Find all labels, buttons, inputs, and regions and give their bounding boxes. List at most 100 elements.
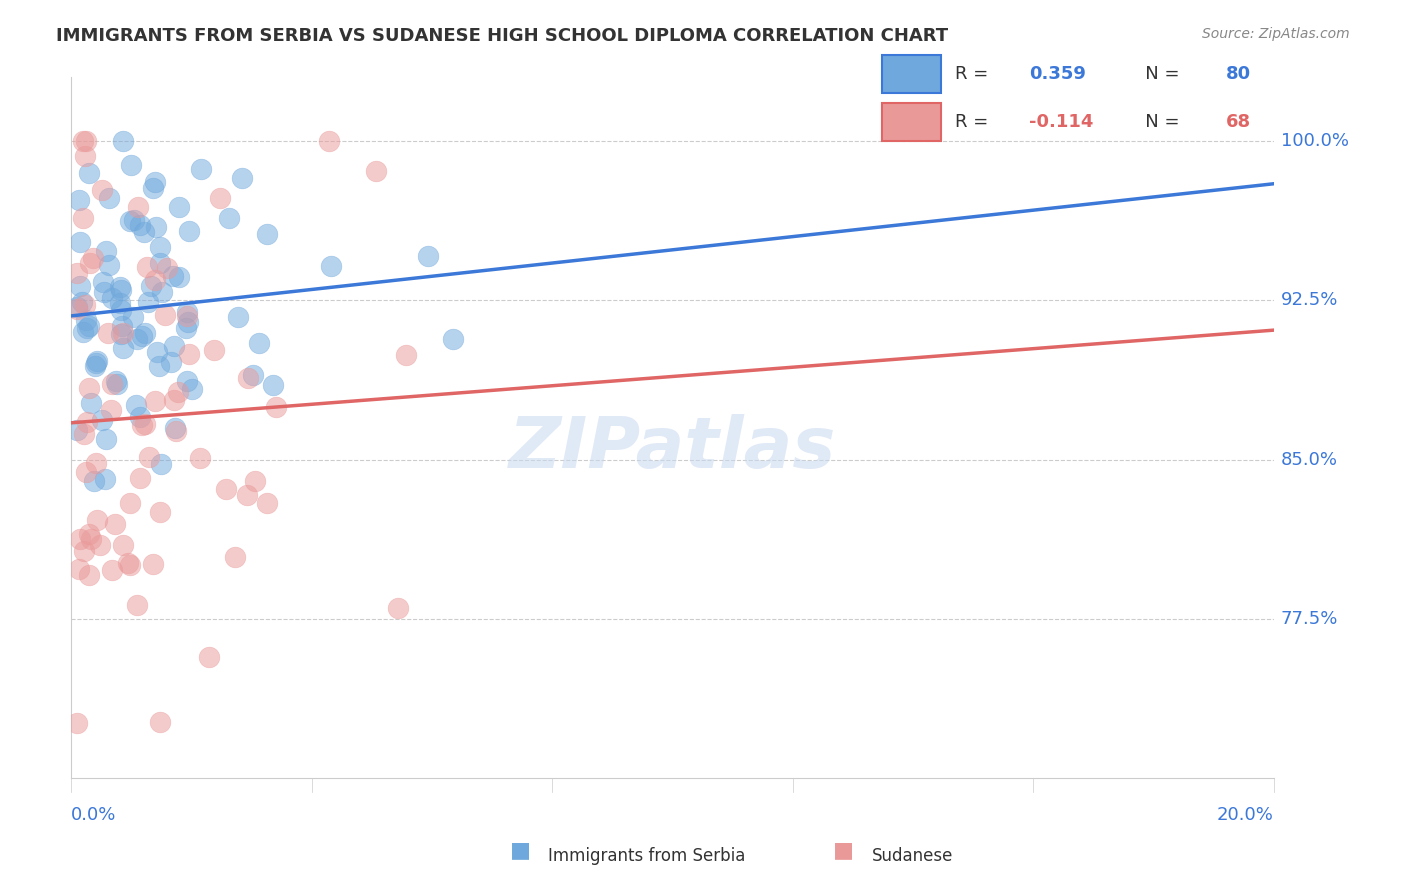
Point bbox=[94, 244, 117, 258]
Point bbox=[149, 714, 172, 729]
Text: N =: N = bbox=[1128, 112, 1185, 130]
Point bbox=[86, 513, 108, 527]
Point bbox=[120, 158, 142, 172]
Point bbox=[124, 398, 146, 412]
Text: 100.0%: 100.0% bbox=[1281, 132, 1348, 150]
Point bbox=[134, 417, 156, 432]
Point bbox=[72, 294, 94, 309]
Point bbox=[218, 211, 240, 225]
Point bbox=[128, 409, 150, 424]
Point bbox=[176, 310, 198, 324]
Point bbox=[149, 256, 172, 270]
Point bbox=[96, 432, 118, 446]
Point bbox=[224, 550, 246, 565]
Point bbox=[111, 134, 134, 148]
Point bbox=[181, 382, 204, 396]
Point bbox=[174, 321, 197, 335]
Point bbox=[108, 280, 131, 294]
Point bbox=[69, 279, 91, 293]
Point bbox=[179, 347, 201, 361]
Point bbox=[264, 400, 287, 414]
Point bbox=[177, 223, 200, 237]
Point bbox=[90, 183, 112, 197]
Point bbox=[100, 292, 122, 306]
Point bbox=[235, 488, 257, 502]
Point bbox=[318, 134, 340, 148]
Point bbox=[72, 211, 94, 226]
Point bbox=[165, 425, 187, 439]
Point bbox=[121, 310, 143, 324]
Point bbox=[321, 259, 343, 273]
Point bbox=[72, 325, 94, 339]
Point bbox=[167, 269, 190, 284]
Point bbox=[143, 394, 166, 409]
Point bbox=[120, 496, 142, 510]
Point bbox=[139, 278, 162, 293]
Point bbox=[111, 538, 134, 552]
Point bbox=[214, 483, 236, 497]
Point bbox=[72, 426, 94, 441]
Text: 92.5%: 92.5% bbox=[1281, 292, 1339, 310]
Point bbox=[243, 475, 266, 489]
Point bbox=[134, 326, 156, 340]
Point bbox=[110, 284, 132, 298]
Point bbox=[77, 526, 100, 541]
Point bbox=[125, 599, 148, 613]
FancyBboxPatch shape bbox=[882, 103, 941, 141]
Text: N =: N = bbox=[1128, 64, 1185, 82]
Point bbox=[73, 543, 96, 558]
Point bbox=[80, 532, 103, 546]
Point bbox=[150, 457, 173, 471]
Point bbox=[97, 326, 120, 340]
Text: 20.0%: 20.0% bbox=[1218, 806, 1274, 824]
Point bbox=[163, 392, 186, 407]
Text: IMMIGRANTS FROM SERBIA VS SUDANESE HIGH SCHOOL DIPLOMA CORRELATION CHART: IMMIGRANTS FROM SERBIA VS SUDANESE HIGH … bbox=[56, 27, 949, 45]
Text: R =: R = bbox=[956, 112, 994, 130]
Point bbox=[167, 200, 190, 214]
Point bbox=[77, 318, 100, 333]
Text: Source: ZipAtlas.com: Source: ZipAtlas.com bbox=[1202, 27, 1350, 41]
Point bbox=[127, 332, 149, 346]
Point bbox=[94, 472, 117, 486]
Point bbox=[131, 329, 153, 343]
Point bbox=[69, 562, 91, 576]
Point bbox=[256, 496, 278, 510]
Point bbox=[148, 359, 170, 373]
Point bbox=[104, 516, 127, 531]
Point bbox=[149, 506, 172, 520]
Text: 0.0%: 0.0% bbox=[72, 806, 117, 824]
Point bbox=[72, 134, 94, 148]
Point bbox=[166, 384, 188, 399]
Text: 80: 80 bbox=[1226, 64, 1251, 82]
Point bbox=[75, 297, 97, 311]
Point bbox=[66, 301, 89, 316]
Point bbox=[75, 312, 97, 326]
Text: -0.114: -0.114 bbox=[1029, 112, 1094, 130]
Point bbox=[120, 214, 142, 228]
Point bbox=[156, 260, 179, 275]
Point bbox=[131, 418, 153, 433]
Point bbox=[117, 556, 139, 570]
Point bbox=[364, 163, 387, 178]
Point bbox=[149, 240, 172, 254]
Text: 77.5%: 77.5% bbox=[1281, 610, 1339, 628]
Point bbox=[416, 249, 439, 263]
Point bbox=[75, 149, 97, 163]
Point bbox=[80, 396, 103, 410]
Point bbox=[209, 191, 232, 205]
Point bbox=[150, 285, 173, 299]
Point bbox=[100, 403, 122, 417]
Point bbox=[82, 251, 104, 265]
Point bbox=[86, 354, 108, 368]
Point bbox=[136, 295, 159, 310]
Text: 0.359: 0.359 bbox=[1029, 64, 1085, 82]
Text: ZIPatlas: ZIPatlas bbox=[509, 414, 837, 483]
Point bbox=[118, 558, 141, 573]
Point bbox=[146, 345, 169, 359]
Text: 85.0%: 85.0% bbox=[1281, 450, 1339, 468]
Point bbox=[83, 359, 105, 373]
Point bbox=[153, 308, 176, 322]
Point bbox=[67, 193, 90, 207]
Point bbox=[69, 532, 91, 546]
Point bbox=[160, 355, 183, 369]
